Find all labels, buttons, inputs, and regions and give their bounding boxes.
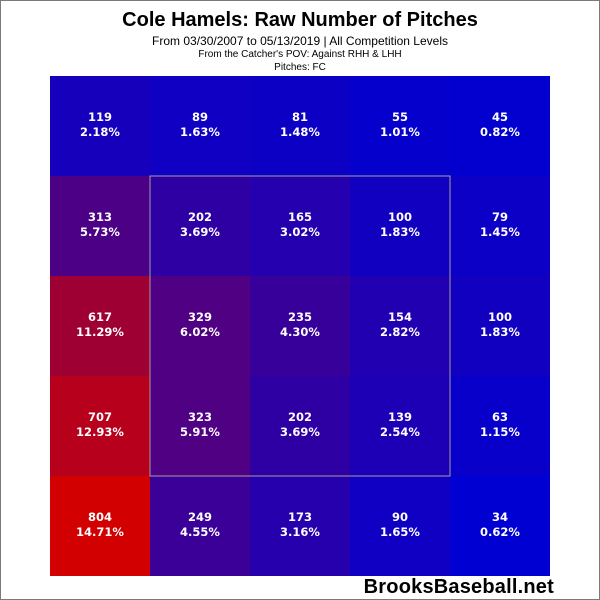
cell-count-label: 55	[392, 110, 408, 124]
cell-count-label: 119	[88, 110, 112, 124]
heatmap-cell-r3-c0	[50, 376, 150, 476]
heatmap-cell-r4-c1	[150, 476, 250, 576]
cell-percent-label: 2.18%	[80, 125, 120, 139]
cell-count-label: 154	[388, 310, 412, 324]
cell-percent-label: 1.01%	[380, 125, 420, 139]
heatmap-cell-r2-c1	[150, 276, 250, 376]
cell-count-label: 79	[492, 210, 508, 224]
cell-count-label: 804	[88, 510, 112, 524]
heatmap-cell-r2-c4	[450, 276, 550, 376]
heatmap-cell-r0-c0	[50, 76, 150, 176]
cell-percent-label: 5.91%	[180, 425, 220, 439]
heatmap-cell-r2-c2	[250, 276, 350, 376]
heatmap-cell-r3-c2	[250, 376, 350, 476]
cell-percent-label: 12.93%	[76, 425, 124, 439]
heatmap-cell-r0-c2	[250, 76, 350, 176]
cell-count-label: 173	[288, 510, 312, 524]
cell-percent-label: 1.83%	[380, 225, 420, 239]
cell-percent-label: 4.30%	[280, 325, 320, 339]
cell-percent-label: 3.69%	[180, 225, 220, 239]
heatmap-cell-r0-c3	[350, 76, 450, 176]
cell-percent-label: 1.15%	[480, 425, 520, 439]
cell-percent-label: 4.55%	[180, 525, 220, 539]
heatmap-cell-r4-c2	[250, 476, 350, 576]
cell-percent-label: 1.45%	[480, 225, 520, 239]
cell-percent-label: 0.62%	[480, 525, 520, 539]
cell-count-label: 323	[188, 410, 212, 424]
cell-percent-label: 3.02%	[280, 225, 320, 239]
cell-count-label: 100	[388, 210, 412, 224]
cell-count-label: 202	[188, 210, 212, 224]
chart-pitch-type: Pitches: FC	[274, 62, 326, 73]
cell-percent-label: 0.82%	[480, 125, 520, 139]
cell-count-label: 313	[88, 210, 112, 224]
cell-count-label: 90	[392, 510, 408, 524]
chart-subtitle: From 03/30/2007 to 05/13/2019 | All Comp…	[152, 34, 448, 48]
cell-count-label: 45	[492, 110, 508, 124]
heatmap-cell-r3-c1	[150, 376, 250, 476]
cell-percent-label: 1.65%	[380, 525, 420, 539]
cell-count-label: 235	[288, 310, 312, 324]
cell-count-label: 329	[188, 310, 212, 324]
chart-pov: From the Catcher's POV: Against RHH & LH…	[198, 49, 402, 60]
cell-count-label: 249	[188, 510, 212, 524]
cell-percent-label: 1.83%	[480, 325, 520, 339]
cell-count-label: 165	[288, 210, 312, 224]
cell-count-label: 100	[488, 310, 512, 324]
cell-percent-label: 11.29%	[76, 325, 124, 339]
cell-percent-label: 1.63%	[180, 125, 220, 139]
brooksbaseball-watermark: BrooksBaseball.net	[363, 576, 554, 598]
cell-count-label: 81	[292, 110, 308, 124]
heatmap-cell-r1-c2	[250, 176, 350, 276]
heatmap-cell-r3-c4	[450, 376, 550, 476]
chart-title: Cole Hamels: Raw Number of Pitches	[122, 9, 478, 31]
cell-count-label: 202	[288, 410, 312, 424]
cell-count-label: 707	[88, 410, 112, 424]
heatmap-cell-r3-c3	[350, 376, 450, 476]
cell-count-label: 617	[88, 310, 112, 324]
heatmap-cell-r2-c3	[350, 276, 450, 376]
cell-percent-label: 1.48%	[280, 125, 320, 139]
cell-percent-label: 3.16%	[280, 525, 320, 539]
strike-zone-outline	[149, 175, 451, 477]
cell-percent-label: 3.69%	[280, 425, 320, 439]
cell-count-label: 89	[192, 110, 208, 124]
heatmap-cell-r4-c3	[350, 476, 450, 576]
cell-percent-label: 6.02%	[180, 325, 220, 339]
cell-percent-label: 14.71%	[76, 525, 124, 539]
heatmap-cell-r4-c4	[450, 476, 550, 576]
heatmap-cell-r1-c1	[150, 176, 250, 276]
cell-count-label: 63	[492, 410, 508, 424]
heatmap-cell-r0-c1	[150, 76, 250, 176]
cell-percent-label: 2.54%	[380, 425, 420, 439]
heatmap-cell-r0-c4	[450, 76, 550, 176]
heatmap-cell-r1-c4	[450, 176, 550, 276]
cell-percent-label: 2.82%	[380, 325, 420, 339]
heatmap-cell-r2-c0	[50, 276, 150, 376]
heatmap-cell-r1-c0	[50, 176, 150, 276]
cell-count-label: 139	[388, 410, 412, 424]
heatmap-cell-r1-c3	[350, 176, 450, 276]
cell-percent-label: 5.73%	[80, 225, 120, 239]
cell-count-label: 34	[492, 510, 508, 524]
heatmap-cell-r4-c0	[50, 476, 150, 576]
